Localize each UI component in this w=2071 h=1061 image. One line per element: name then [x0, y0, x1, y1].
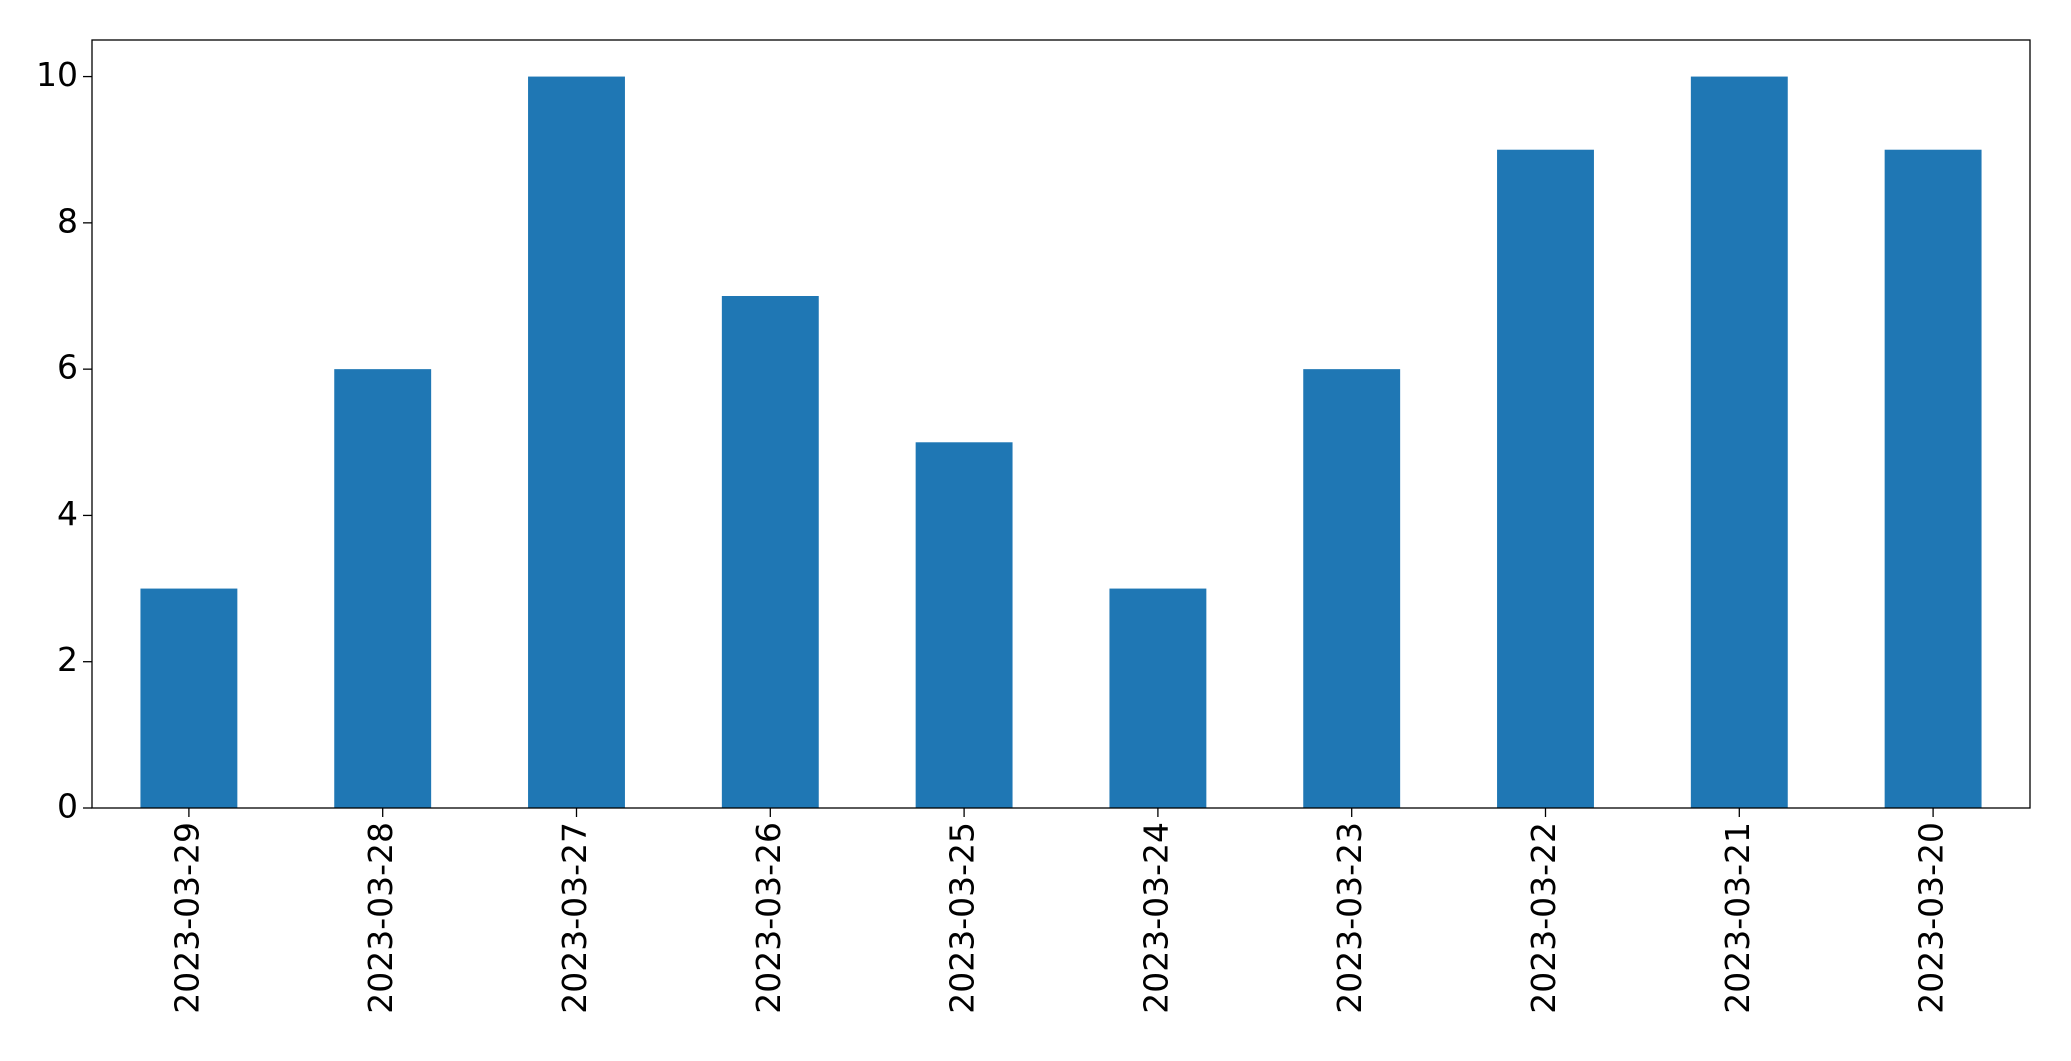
bar: [1109, 588, 1207, 808]
x-tick-label: 2023-03-24: [1136, 822, 1175, 1014]
y-tick-label: 10: [36, 55, 78, 94]
x-tick-label: 2023-03-26: [749, 822, 788, 1014]
bar: [1303, 369, 1401, 808]
y-tick-label: 0: [57, 787, 78, 826]
x-tick-label: 2023-03-23: [1330, 822, 1369, 1014]
y-tick-label: 2: [57, 640, 78, 679]
x-tick-label: 2023-03-25: [943, 822, 982, 1014]
bar: [140, 588, 238, 808]
y-tick-label: 6: [57, 348, 78, 387]
bar: [1690, 76, 1788, 809]
bar: [334, 369, 432, 808]
bar: [1884, 149, 1982, 808]
y-tick-label: 8: [57, 201, 78, 240]
x-tick-label: 2023-03-29: [167, 822, 206, 1014]
plot-frame: [91, 39, 2031, 809]
bar: [721, 296, 819, 808]
y-tick-label: 4: [57, 494, 78, 533]
x-tick-label: 2023-03-28: [361, 822, 400, 1014]
x-tick-label: 2023-03-20: [1912, 822, 1951, 1014]
bar: [528, 76, 625, 809]
bar: [1497, 149, 1594, 808]
x-tick-label: 2023-03-27: [555, 822, 594, 1014]
x-tick-label: 2023-03-21: [1718, 822, 1757, 1014]
x-tick-label: 2023-03-22: [1524, 822, 1563, 1014]
bar: [915, 442, 1013, 808]
